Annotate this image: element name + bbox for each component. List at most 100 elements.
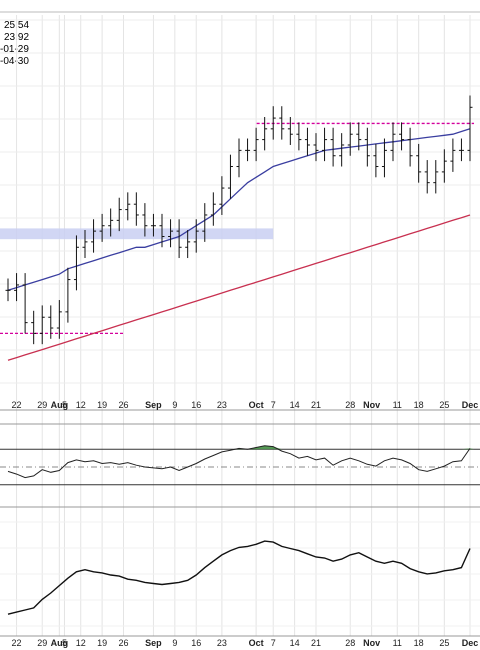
- ohlc-bar: [270, 106, 276, 140]
- ohlc-bar: [65, 267, 71, 323]
- ohlc-bar: [381, 138, 387, 178]
- ohlc-bar: [322, 127, 328, 162]
- ohlc-bar: [330, 127, 336, 167]
- ohlc-bar: [91, 219, 97, 253]
- ohlc-bar: [399, 122, 405, 151]
- ohlc-bar: [356, 122, 362, 151]
- ohlc-bar: [296, 122, 302, 151]
- x-tick-label: 21: [311, 638, 321, 648]
- ohlc-bar: [433, 160, 439, 194]
- ohlc-bar: [22, 273, 28, 334]
- ohlc-bar: [313, 133, 319, 162]
- panel-borders: [0, 11, 480, 637]
- x-tick-label: Oct: [249, 638, 264, 648]
- x-tick-label: 29: [37, 638, 47, 648]
- oscillator-line: [7, 445, 471, 479]
- ohlc-bar: [108, 208, 114, 237]
- ohlc-bar: [56, 300, 62, 339]
- grid: [0, 15, 480, 636]
- ohlc-bar: [364, 127, 370, 167]
- ohlc-bar: [159, 213, 165, 248]
- ohlc-bar: [219, 176, 225, 215]
- x-tick-label: Sep: [145, 638, 162, 648]
- x-tick-label: 16: [191, 638, 201, 648]
- oscillator-panel: [0, 445, 480, 486]
- price-info: 25.54 23.92 -01-29 -04-30: [0, 20, 29, 67]
- momentum-line: [7, 540, 471, 615]
- ohlc-bar: [31, 310, 37, 345]
- x-tick-label: 28: [345, 638, 355, 648]
- price-panel: [0, 95, 474, 361]
- ohlc-bar: [236, 138, 242, 178]
- info-line-3: -01-29: [0, 44, 29, 55]
- ohlc-bar: [150, 213, 156, 237]
- x-tick-label: 12: [76, 400, 86, 410]
- x-tick-label: 23: [217, 400, 227, 410]
- ohlc-bar: [245, 138, 251, 162]
- ohlc-bar: [133, 192, 139, 226]
- x-tick-label: 16: [191, 400, 201, 410]
- x-tick-label: 23: [217, 638, 227, 648]
- momentum-panel: [7, 540, 471, 615]
- ohlc-bar: [210, 192, 216, 226]
- x-tick-label: Aug: [51, 400, 69, 410]
- ohlc-bar: [73, 235, 79, 291]
- ohlc-bar: [450, 138, 456, 172]
- x-tick-label: Aug: [51, 638, 69, 648]
- moving-average-long: [7, 214, 471, 361]
- ohlc-bar: [48, 305, 54, 339]
- x-tick-label: 14: [290, 638, 300, 648]
- ohlc-bar: [202, 203, 208, 242]
- ohlc-bar: [5, 278, 11, 302]
- x-tick-label: 29: [37, 400, 47, 410]
- x-tick-label: 11: [393, 638, 402, 648]
- ohlc-bar: [339, 133, 345, 167]
- ohlc-bar: [253, 127, 259, 162]
- ohlc-bar: [287, 116, 293, 145]
- x-tick-label: 25: [439, 638, 449, 648]
- ohlc-bar: [441, 149, 447, 183]
- x-tick-label: 22: [12, 400, 22, 410]
- x-tick-label: 14: [290, 400, 300, 410]
- x-tick-label: 19: [97, 638, 107, 648]
- x-tick-label: Nov: [363, 638, 380, 648]
- ohlc-bar: [262, 116, 268, 151]
- x-tick-label: 26: [118, 400, 128, 410]
- x-tick-label: 18: [414, 400, 424, 410]
- x-tick-label: Dec: [462, 638, 479, 648]
- x-tick-label: 11: [393, 400, 402, 410]
- x-tick-label: 5: [62, 638, 67, 648]
- ohlc-bar: [424, 160, 430, 194]
- x-tick-label: Sep: [145, 400, 162, 410]
- ohlc-bar: [142, 203, 148, 237]
- x-tick-label: Nov: [363, 400, 380, 410]
- ohlc-bar: [99, 213, 105, 242]
- info-line-4: -04-30: [0, 56, 29, 67]
- x-tick-label: Oct: [249, 400, 264, 410]
- ohlc-bar: [416, 143, 422, 183]
- ohlc-bar: [193, 219, 199, 253]
- x-tick-label: 21: [311, 400, 321, 410]
- ohlc-bar: [227, 154, 233, 199]
- ohlc-bar: [82, 230, 88, 259]
- x-tick-label: 26: [118, 638, 128, 648]
- ohlc-bar: [14, 273, 20, 302]
- ohlc-bar: [125, 192, 131, 221]
- resistance-band: [0, 228, 274, 240]
- x-tick-label: 28: [345, 400, 355, 410]
- ohlc-bar: [116, 197, 122, 232]
- ohlc-bar: [347, 122, 353, 156]
- ohlc-bar: [39, 305, 45, 345]
- ohlc-bar: [176, 219, 182, 259]
- ohlc-bar: [407, 127, 413, 167]
- x-tick-label: 5: [62, 400, 67, 410]
- x-tick-label: 18: [414, 638, 424, 648]
- ohlc-bar: [185, 230, 191, 259]
- x-tick-label: 9: [172, 400, 177, 410]
- ohlc-bar: [168, 219, 174, 248]
- x-tick-label: 22: [12, 638, 22, 648]
- x-tick-label: 7: [271, 400, 276, 410]
